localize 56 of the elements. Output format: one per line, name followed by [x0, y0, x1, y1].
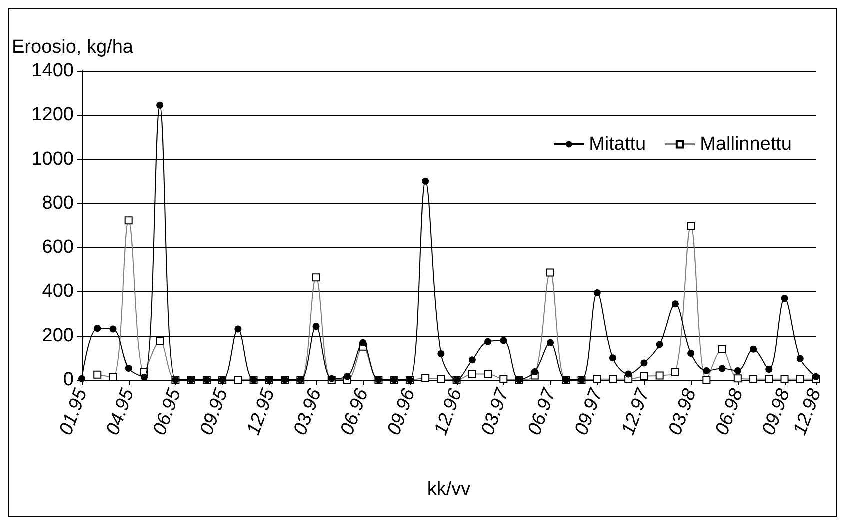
- point: [110, 326, 117, 333]
- point: [360, 339, 367, 346]
- x-tick-label: 06.98: [712, 386, 748, 438]
- x-tick-label: 09.97: [571, 385, 608, 438]
- y-tick-label: 800: [42, 192, 74, 214]
- x-tick-label: 03.96: [290, 386, 326, 438]
- y-tick-label: 400: [42, 281, 74, 302]
- x-tick-label: 12.95: [243, 386, 280, 438]
- point: [812, 373, 820, 380]
- point: [156, 102, 164, 109]
- x-axis-title: kk/vv: [427, 479, 472, 500]
- point: [484, 338, 492, 346]
- point: [500, 337, 508, 344]
- y-tick-label: 1400: [32, 60, 74, 82]
- point: [609, 354, 616, 362]
- x-tick-label: 09.95: [196, 386, 233, 438]
- x-tick-label: 04.95: [102, 386, 139, 438]
- x-tick-label: 09.96: [384, 386, 420, 438]
- point: [734, 367, 742, 374]
- point: [688, 350, 695, 358]
- point: [703, 367, 710, 374]
- point: [625, 370, 632, 378]
- point: [422, 178, 430, 185]
- point: [547, 339, 554, 346]
- point: [781, 295, 788, 302]
- legend-label: Mallinnettu: [700, 134, 792, 155]
- point: [672, 300, 679, 308]
- point: [234, 326, 242, 333]
- point: [750, 346, 758, 353]
- x-tick-label: 06.96: [336, 386, 374, 438]
- point: [312, 323, 320, 330]
- y-tick-label: 200: [42, 325, 74, 346]
- point: [140, 374, 148, 381]
- point: [594, 290, 601, 297]
- point: [531, 368, 538, 376]
- point: [656, 341, 664, 348]
- point: [94, 325, 102, 332]
- x-tick-label: 03.98: [664, 386, 702, 438]
- point: [438, 350, 445, 358]
- y-tick-label: 1000: [32, 148, 74, 170]
- point: [796, 355, 804, 362]
- x-tick-label: 03.97: [478, 385, 514, 438]
- x-tick-label: 12.97: [618, 385, 655, 438]
- x-tick-label: 12.96: [430, 386, 467, 438]
- y-axis-title: Eroosio, kg/ha: [12, 37, 134, 58]
- point: [468, 356, 476, 364]
- point: [718, 365, 726, 372]
- y-tick-label: 1200: [32, 104, 74, 126]
- point: [125, 365, 132, 372]
- x-tick-label: 06.97: [524, 385, 561, 438]
- point: [344, 373, 351, 380]
- legend-label: Mitattu: [589, 134, 646, 155]
- point: [640, 360, 648, 367]
- x-tick-label: 06.95: [150, 386, 186, 438]
- point: [766, 366, 773, 374]
- y-tick-label: 600: [42, 237, 74, 258]
